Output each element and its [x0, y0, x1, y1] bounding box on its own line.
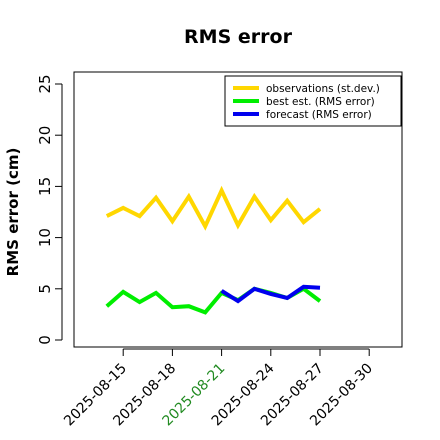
chart-title: RMS error	[184, 26, 293, 48]
y-tick-label: 0	[36, 335, 54, 345]
series-line-1	[105, 286, 322, 315]
plot-area-frame	[73, 71, 403, 348]
legend: observations (st.dev.)best est. (RMS err…	[224, 75, 402, 127]
legend-label: best est. (RMS error)	[266, 96, 375, 108]
series-line-0	[105, 185, 322, 231]
y-tick-label: 15	[36, 177, 54, 196]
y-tick-label: 20	[36, 126, 54, 145]
y-tick-label: 5	[36, 284, 54, 294]
y-axis-label: RMS error (cm)	[4, 148, 22, 277]
series-line-2	[220, 284, 321, 304]
y-tick-label: 25	[36, 74, 54, 93]
legend-label: observations (st.dev.)	[266, 83, 380, 95]
y-tick-label: 10	[36, 228, 54, 247]
legend-label: forecast (RMS error)	[266, 109, 372, 121]
